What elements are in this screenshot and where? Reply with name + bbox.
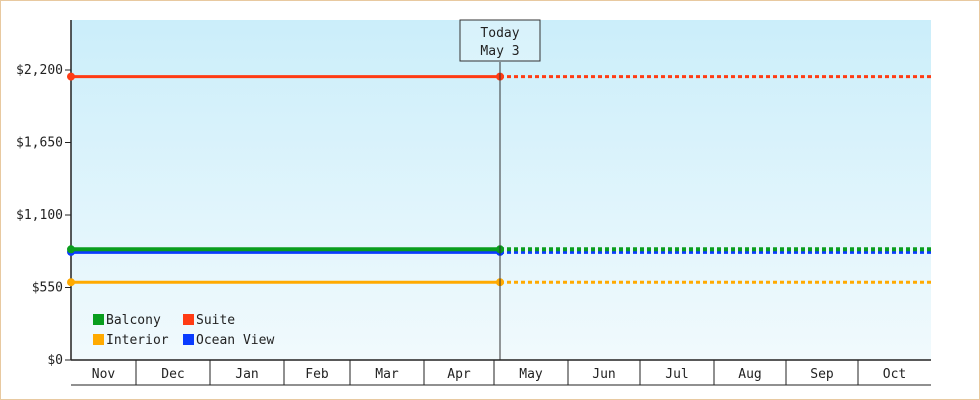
y-tick-label: $2,200 xyxy=(16,63,63,78)
x-tick-label: Jun xyxy=(592,367,615,382)
legend-swatch-balcony xyxy=(93,314,104,325)
x-tick-label: Jul xyxy=(665,367,688,382)
today-date: May 3 xyxy=(480,44,519,59)
series-point-start-balcony xyxy=(67,245,75,254)
x-tick-label: Sep xyxy=(810,367,834,382)
y-tick-label: $550 xyxy=(32,281,63,296)
series-point-start-suite xyxy=(67,72,75,81)
today-label: Today xyxy=(480,26,519,41)
x-tick-label: Mar xyxy=(375,367,399,382)
x-tick-label: Dec xyxy=(161,367,184,382)
x-tick-label: May xyxy=(519,367,543,382)
x-tick-label: Feb xyxy=(305,367,329,382)
plot-area xyxy=(71,20,931,360)
legend-label-balcony: Balcony xyxy=(106,313,161,328)
y-tick-label: $0 xyxy=(47,353,63,368)
x-tick-label: Nov xyxy=(92,367,116,382)
x-tick-label: Aug xyxy=(738,367,761,382)
legend-swatch-suite xyxy=(183,314,194,325)
legend-label-interior: Interior xyxy=(106,333,169,348)
x-tick-label: Jan xyxy=(235,367,258,382)
legend-label-ocean-view: Ocean View xyxy=(196,333,274,348)
legend-label-suite: Suite xyxy=(196,313,235,328)
legend-swatch-interior xyxy=(93,334,104,345)
y-tick-label: $1,100 xyxy=(16,208,63,223)
legend-swatch-ocean-view xyxy=(183,334,194,345)
today-box xyxy=(459,19,541,62)
series-point-start-interior xyxy=(67,278,75,287)
y-tick-label: $1,650 xyxy=(16,136,63,151)
x-tick-label: Oct xyxy=(883,367,906,382)
x-tick-label: Apr xyxy=(447,367,471,382)
